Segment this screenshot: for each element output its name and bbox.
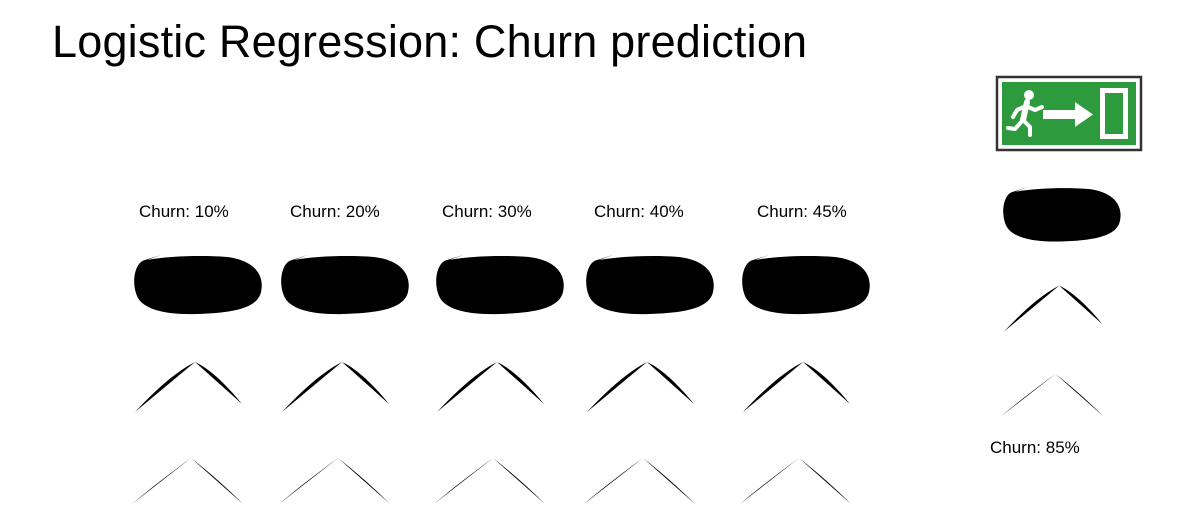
churn-label-person-1: Churn: 10% (139, 202, 229, 221)
slide-title: Logistic Regression: Churn prediction (52, 16, 808, 67)
churn-label-person-6: Churn: 85% (990, 438, 1080, 457)
emergency-exit-icon (995, 75, 1143, 152)
churn-label-person-5: Churn: 45% (757, 202, 847, 221)
person-6-figure (1001, 187, 1121, 417)
churn-label-person-4: Churn: 40% (594, 202, 684, 221)
person-3-figure (434, 255, 564, 504)
person-2-figure (279, 255, 409, 504)
churn-label-person-3: Churn: 30% (442, 202, 532, 221)
person-5-figure (740, 255, 870, 504)
person-4-figure (584, 255, 714, 504)
churn-label-person-2: Churn: 20% (290, 202, 380, 221)
person-1-figure (132, 255, 262, 504)
